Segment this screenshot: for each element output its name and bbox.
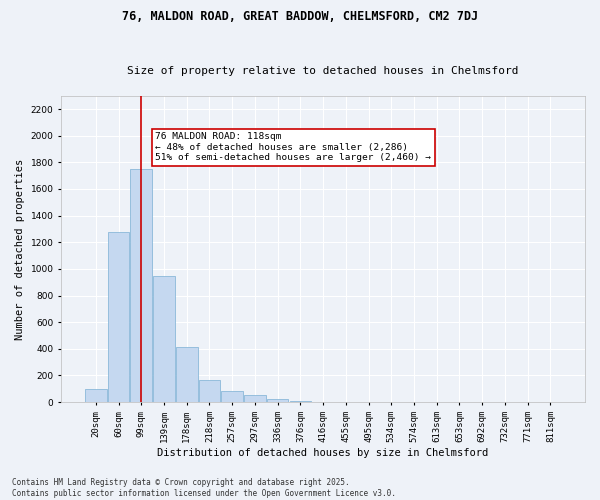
Bar	[267, 398, 289, 402]
Bar	[108, 232, 130, 402]
Bar	[199, 380, 220, 402]
Bar	[221, 392, 243, 402]
Text: 76, MALDON ROAD, GREAT BADDOW, CHELMSFORD, CM2 7DJ: 76, MALDON ROAD, GREAT BADDOW, CHELMSFOR…	[122, 10, 478, 23]
Bar	[130, 169, 152, 402]
X-axis label: Distribution of detached houses by size in Chelmsford: Distribution of detached houses by size …	[157, 448, 489, 458]
Bar	[290, 400, 311, 402]
Text: 76 MALDON ROAD: 118sqm
← 48% of detached houses are smaller (2,286)
51% of semi-: 76 MALDON ROAD: 118sqm ← 48% of detached…	[155, 132, 431, 162]
Bar	[153, 276, 175, 402]
Title: Size of property relative to detached houses in Chelmsford: Size of property relative to detached ho…	[127, 66, 519, 76]
Bar	[85, 388, 107, 402]
Bar	[244, 396, 266, 402]
Y-axis label: Number of detached properties: Number of detached properties	[15, 158, 25, 340]
Bar	[176, 348, 197, 402]
Text: Contains HM Land Registry data © Crown copyright and database right 2025.
Contai: Contains HM Land Registry data © Crown c…	[12, 478, 396, 498]
